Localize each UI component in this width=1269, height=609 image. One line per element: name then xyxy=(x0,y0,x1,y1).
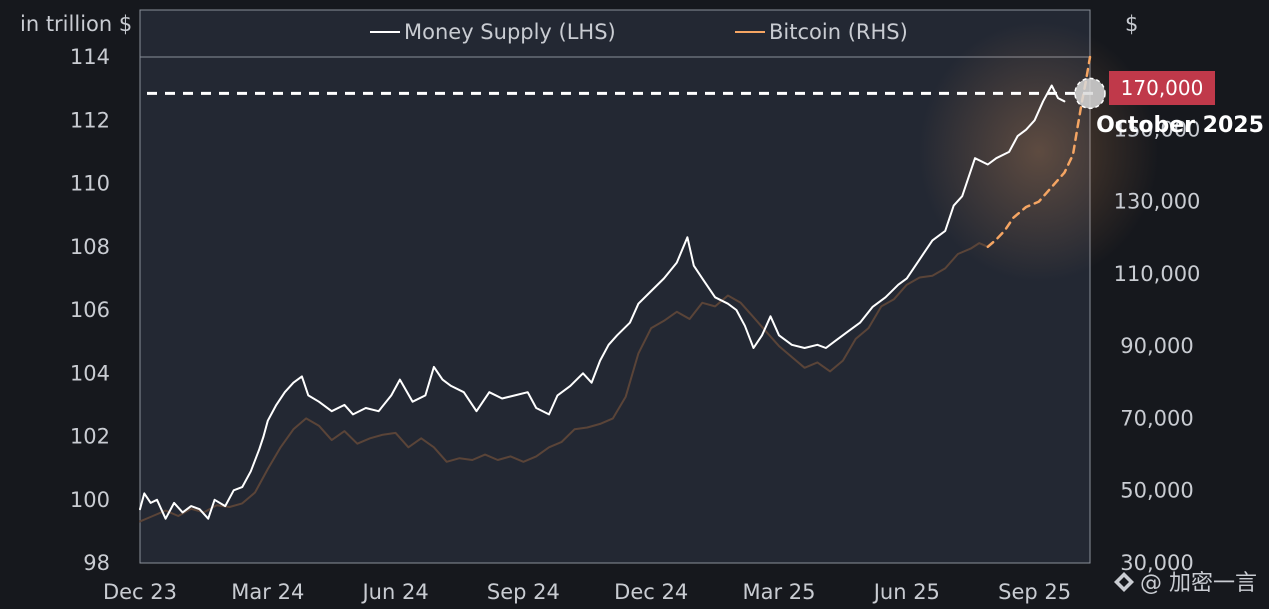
x-tick-label: Mar 24 xyxy=(231,580,304,604)
x-tick-label: Jun 25 xyxy=(872,580,940,604)
left-tick-label: 110 xyxy=(70,172,110,196)
projection-glow-ellipse xyxy=(918,21,1159,282)
target-marker xyxy=(1074,77,1106,110)
watermark: @ 加密一言 xyxy=(1114,571,1257,596)
legend-label-money-supply: Money Supply (LHS) xyxy=(404,20,616,44)
left-tick-label: 106 xyxy=(70,298,110,322)
left-tick-label: 108 xyxy=(70,235,110,259)
right-tick-label: 130,000 xyxy=(1114,190,1201,214)
annotations: 170,000 October 2025 xyxy=(147,71,1264,138)
right-tick-label: 90,000 xyxy=(1120,334,1193,358)
right-tick-label: 150,000 xyxy=(1114,117,1201,141)
x-tick-label: Jun 24 xyxy=(360,580,428,604)
bitcoin-line xyxy=(139,242,989,523)
right-tick-label: 30,000 xyxy=(1120,551,1193,575)
left-axis: 98 100 102 104 106 108 110 112 114 xyxy=(70,45,110,575)
callout-date: October 2025 xyxy=(1096,113,1264,138)
projection-glow xyxy=(918,21,1159,282)
right-tick-label: 50,000 xyxy=(1120,479,1193,503)
money-supply-line xyxy=(139,84,1066,520)
legend-label-bitcoin: Bitcoin (RHS) xyxy=(769,20,908,44)
right-tick-label: 70,000 xyxy=(1120,406,1193,430)
x-tick-label: Dec 24 xyxy=(614,580,688,604)
x-tick-label: Sep 24 xyxy=(487,580,560,604)
left-tick-label: 114 xyxy=(70,45,110,69)
callout-value-box xyxy=(1109,71,1215,105)
x-tick-label: Dec 23 xyxy=(103,580,177,604)
right-axis: 30,000 50,000 70,000 90,000 110,000 130,000 15… xyxy=(1114,117,1201,575)
x-axis: Dec 23 Mar 24 Jun 24 Sep 24 Dec 24 Mar 25 Jun … xyxy=(103,580,1071,604)
right-tick-label: 110,000 xyxy=(1114,262,1201,286)
binance-logo-icon xyxy=(1114,572,1134,592)
right-axis-unit: $ xyxy=(1125,12,1138,36)
series xyxy=(139,55,1092,523)
left-tick-label: 100 xyxy=(70,488,110,512)
legend: Money Supply (LHS) Bitcoin (RHS) xyxy=(370,20,908,44)
x-tick-label: Sep 25 xyxy=(998,580,1071,604)
left-axis-unit: in trillion $ xyxy=(20,12,132,36)
watermark-text: @ 加密一言 xyxy=(1140,571,1257,596)
callout-value: 170,000 xyxy=(1121,76,1204,100)
left-tick-label: 98 xyxy=(83,551,110,575)
x-tick-label: Mar 25 xyxy=(742,580,815,604)
left-tick-label: 102 xyxy=(70,425,110,449)
left-tick-label: 104 xyxy=(70,361,110,385)
left-tick-label: 112 xyxy=(70,108,110,132)
